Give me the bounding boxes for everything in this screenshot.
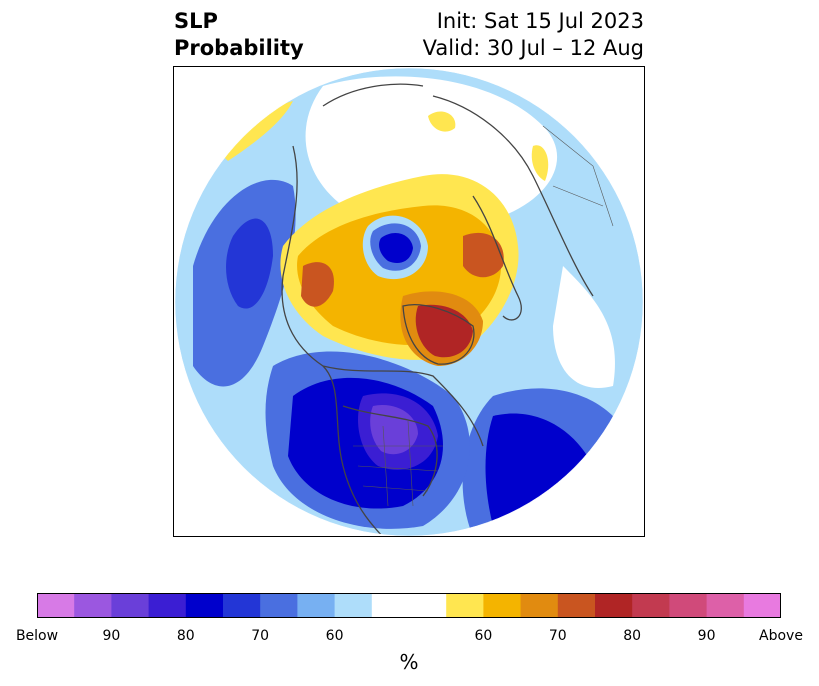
colorbar-swatch: [706, 593, 745, 618]
colorbar-swatch: [148, 593, 187, 618]
colorbar-swatch: [74, 593, 112, 618]
colorbar-swatch: [557, 593, 596, 618]
colorbar-swatch: [483, 593, 522, 618]
map-canvas: [173, 66, 645, 537]
colorbar-swatch: [446, 593, 484, 618]
colorbar-swatch: [743, 593, 781, 618]
colorbar-swatch: [520, 593, 559, 618]
colorbar-tick-label: 80: [623, 628, 642, 644]
colorbar-border: [37, 593, 781, 618]
coastlines: [281, 83, 594, 536]
colorbar-swatch: [669, 593, 708, 618]
colorbar-tick-label: 60: [325, 628, 344, 644]
colorbar-swatch: [297, 593, 336, 618]
colorbar-swatch: [111, 593, 150, 618]
colorbar-swatch: [260, 593, 298, 618]
colorbar-swatch: [595, 593, 633, 618]
title-init-date: Init: Sat 15 Jul 2023: [436, 9, 644, 33]
colorbar-tick-label: 70: [251, 628, 270, 644]
map-title-left: SLP Probability: [174, 8, 304, 62]
colorbar-swatch: [37, 593, 75, 618]
title-variable: SLP: [174, 9, 218, 33]
colorbar-swatch: [185, 593, 224, 618]
map-title-right: Init: Sat 15 Jul 2023 Valid: 30 Jul – 12…: [423, 8, 644, 62]
probability-map: [173, 66, 645, 537]
colorbar-tick-label: 80: [176, 628, 195, 644]
colorbar-swatch: [334, 593, 373, 618]
colorbar-swatch: [632, 593, 670, 618]
colorbar-swatch: [223, 593, 261, 618]
borders: [353, 125, 614, 507]
colorbar-tick-label: 90: [102, 628, 121, 644]
title-product: Probability: [174, 36, 304, 60]
colorbar-tick-label: 60: [474, 628, 493, 644]
colorbar-tick-label: 90: [697, 628, 716, 644]
colorbar-swatch: [371, 593, 447, 618]
colorbar: [37, 593, 781, 618]
map-border: [173, 66, 645, 537]
probability-shading: [175, 68, 643, 536]
title-valid-range: Valid: 30 Jul – 12 Aug: [422, 36, 644, 60]
colorbar-unit-label: %: [399, 650, 419, 674]
colorbar-tick-label: Above: [759, 628, 803, 644]
colorbar-tick-label: 70: [548, 628, 567, 644]
colorbar-tick-label: Below: [15, 628, 59, 644]
